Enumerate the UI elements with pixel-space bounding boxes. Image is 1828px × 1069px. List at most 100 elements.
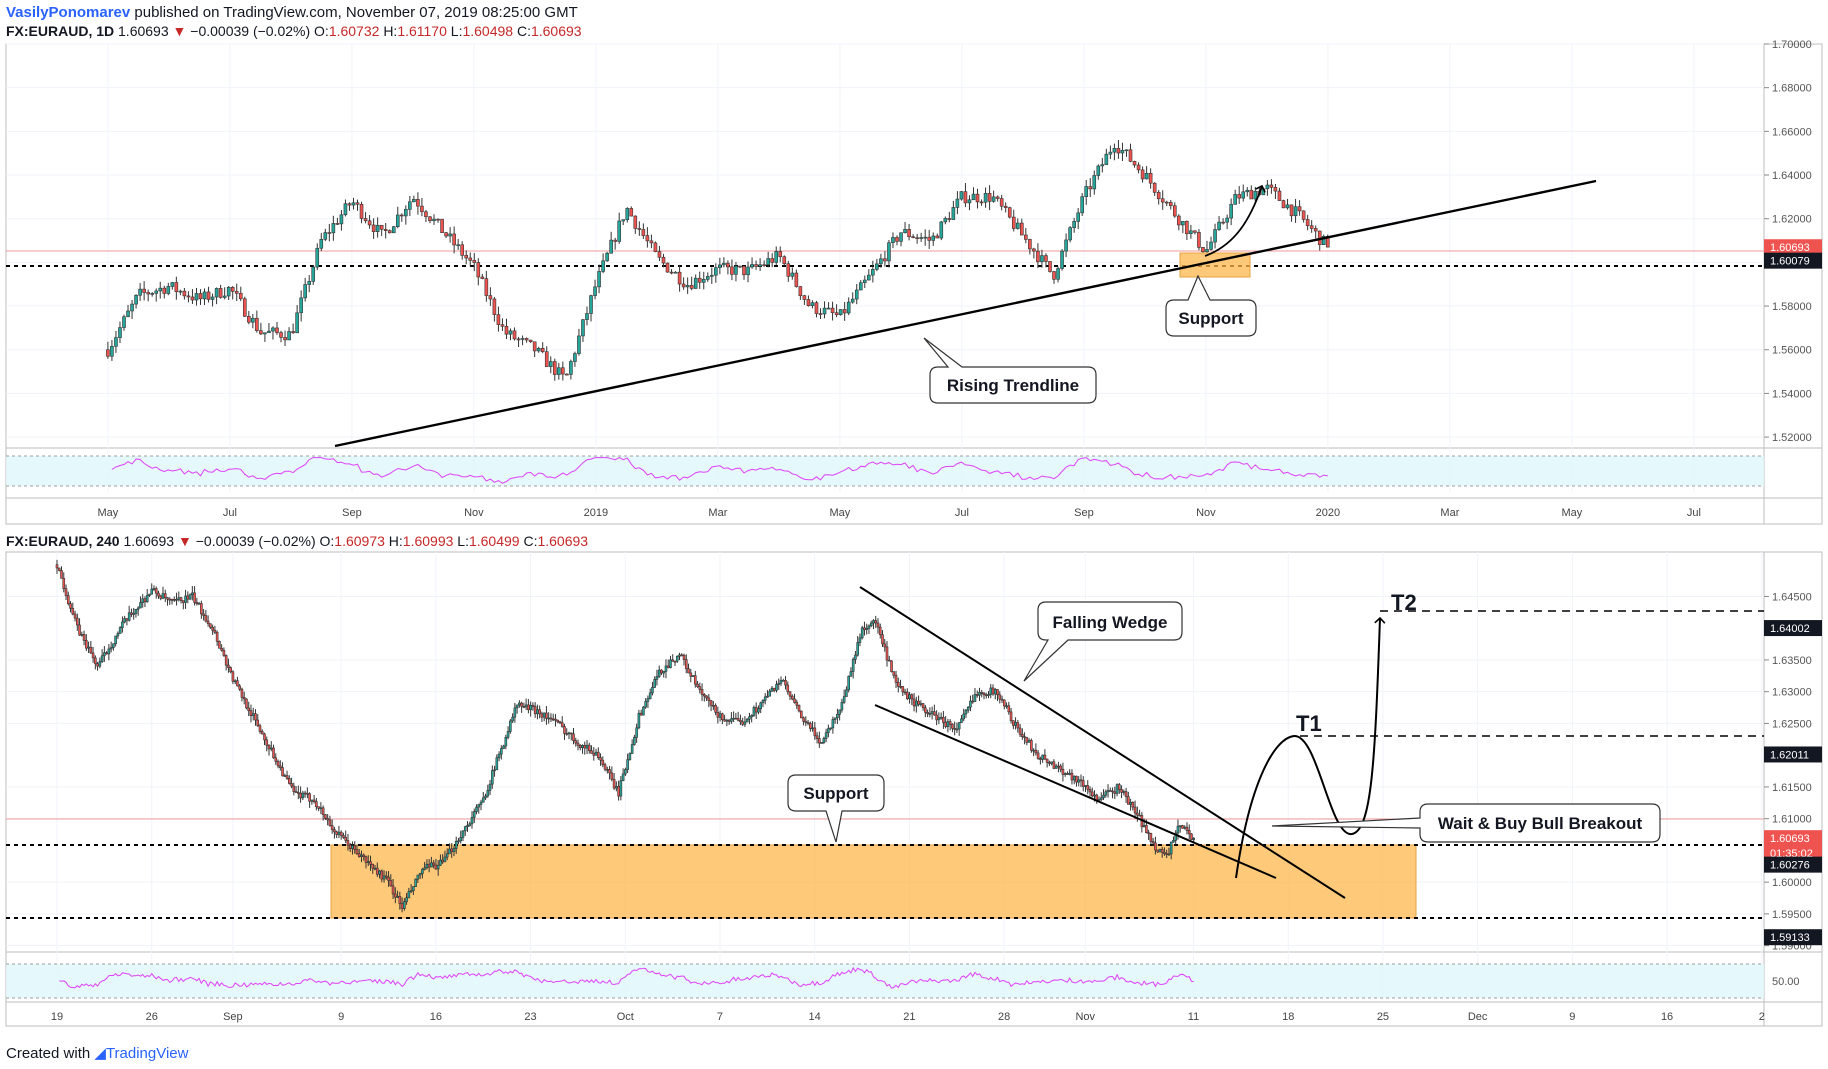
candle-body <box>1165 853 1168 855</box>
candle-body <box>759 702 763 710</box>
candle-body <box>331 223 336 234</box>
candle-body <box>175 599 178 601</box>
candle-body <box>416 199 420 207</box>
candle-body <box>745 718 749 723</box>
date-tick-label: 9 <box>1569 1011 1575 1023</box>
date-tick-label: 28 <box>998 1011 1010 1023</box>
falling-wedge-label: Falling Wedge <box>1053 613 1168 632</box>
candle-body <box>911 236 915 238</box>
candle-body <box>321 807 325 815</box>
price-tick-label: 1.70000 <box>1772 39 1812 51</box>
candle-body <box>533 706 537 715</box>
candle-body <box>1039 758 1042 760</box>
candle-body <box>752 707 756 716</box>
candle-body <box>630 744 634 754</box>
candle-body <box>520 702 523 707</box>
candle-body <box>1136 812 1139 816</box>
candle-body <box>371 864 375 869</box>
candle-body <box>283 337 287 341</box>
candle-body <box>730 718 733 722</box>
candle-body <box>339 831 343 836</box>
candle-body <box>477 804 481 808</box>
candle-body <box>342 835 345 838</box>
price-tick-label: 1.61500 <box>1772 782 1812 794</box>
candle-body <box>896 682 900 687</box>
candle-body <box>901 686 905 693</box>
candle-body <box>700 689 704 695</box>
candle-body <box>766 258 770 266</box>
candle-body <box>1020 222 1024 236</box>
candle-body <box>786 263 791 277</box>
candle-body <box>894 674 898 683</box>
tradingview-brand-link[interactable]: TradingView <box>105 1045 189 1062</box>
candle-body <box>1048 261 1052 272</box>
candle-body <box>267 745 271 750</box>
candle-body <box>242 697 246 700</box>
candle-body <box>500 748 503 755</box>
candle-body <box>424 211 428 218</box>
h4-date-axis: 19 26 Sep 9 16 23 Oct 7 14 21 28 Nov 11 18 25 Dec 9 16 2 <box>51 1011 1765 1023</box>
candle-body <box>353 845 357 850</box>
breakout-label: Wait & Buy Bull Breakout <box>1438 814 1643 833</box>
candle-body <box>524 704 528 708</box>
candle-body <box>597 271 601 288</box>
date-tick-label: 2019 <box>584 507 608 519</box>
candle-body <box>182 600 185 603</box>
candle-body <box>1193 230 1197 233</box>
candle-body <box>1176 825 1180 834</box>
candle-body <box>315 801 318 808</box>
four-hour-chart[interactable]: 1.64500 1.63500 1.63000 1.62500 1.61500 1.610… <box>5 551 1823 1027</box>
candle-body <box>121 621 124 628</box>
h4-rsi-line <box>59 966 1194 989</box>
candle-body <box>876 622 880 628</box>
candle-body <box>146 292 150 295</box>
candle-body <box>732 717 735 720</box>
candle-body <box>139 602 142 609</box>
candle-body <box>290 783 293 787</box>
candle-body <box>346 840 350 846</box>
candle-body <box>236 680 239 687</box>
author-link[interactable]: VasilyPonomarev <box>6 4 131 21</box>
candle-body <box>414 878 417 887</box>
candle-body <box>661 256 666 264</box>
candle-body <box>407 891 411 899</box>
candle-body <box>1021 733 1024 738</box>
date-tick-label: Nov <box>464 507 484 519</box>
legend-daily: FX:EURAUD, 1D 1.60693 ▼ −0.00039 (−0.02%… <box>6 23 582 39</box>
candle-body <box>565 373 569 376</box>
candle-body <box>529 704 532 711</box>
candle-body <box>705 695 708 699</box>
candle-body <box>344 837 347 841</box>
candle-body <box>145 595 149 603</box>
daily-chart[interactable]: 1.70000 1.68000 1.66000 1.64000 1.62000 1.600… <box>5 39 1823 525</box>
candle-body <box>1088 186 1093 190</box>
candle-body <box>96 663 99 667</box>
candle-body <box>82 634 86 641</box>
candle-body <box>730 266 734 275</box>
candle-body <box>734 717 738 720</box>
candle-body <box>999 198 1004 207</box>
candle-body <box>432 862 435 866</box>
candle-body <box>583 745 587 749</box>
candle-body <box>933 711 936 716</box>
candle-body <box>1014 722 1017 726</box>
candle-body <box>778 251 783 258</box>
candle-body <box>1104 791 1108 796</box>
candle-body <box>170 282 175 287</box>
candle-body <box>190 296 195 301</box>
candle-body <box>527 704 530 711</box>
candle-body <box>412 886 415 892</box>
candle-body <box>1189 230 1193 235</box>
candle-body <box>742 265 746 276</box>
candle-body <box>384 875 388 878</box>
candle-body <box>1036 752 1040 759</box>
candle-body <box>1293 206 1298 217</box>
candle-body <box>1041 754 1044 760</box>
candle-body <box>423 867 426 870</box>
date-tick-label: Jul <box>223 507 237 519</box>
candle-body <box>319 807 323 810</box>
date-tick-label: 26 <box>146 1011 158 1023</box>
candle-body <box>460 244 464 256</box>
candle-body <box>299 297 303 314</box>
